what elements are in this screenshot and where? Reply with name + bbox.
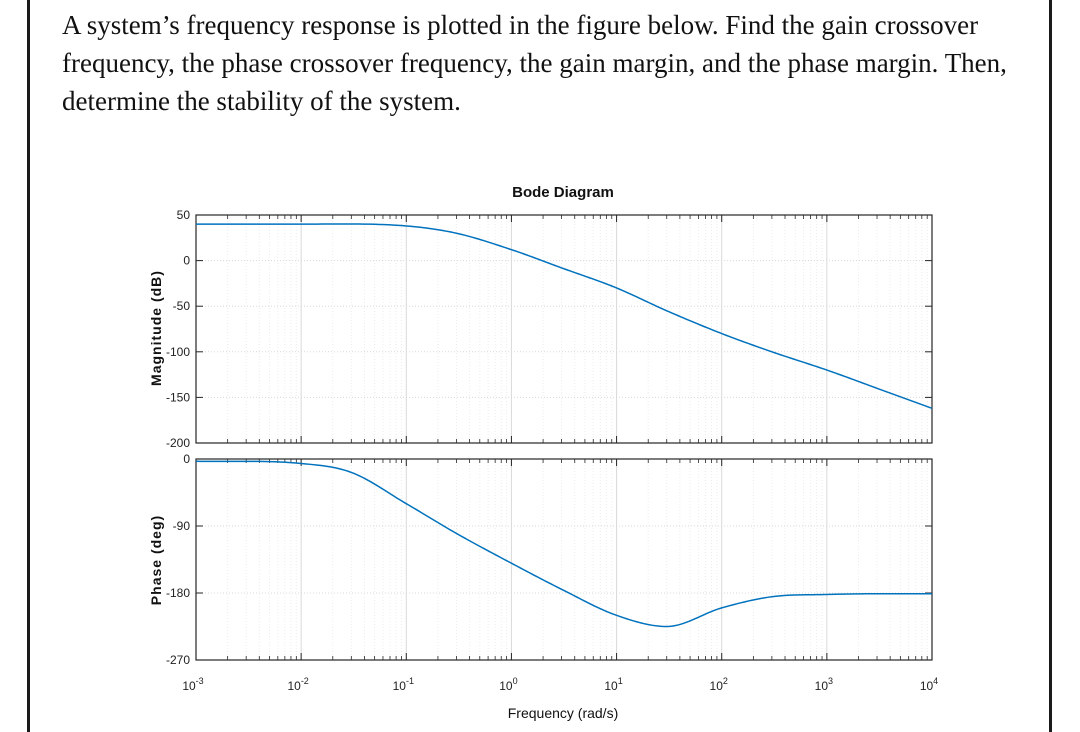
y-tick-label: -200: [166, 436, 190, 450]
x-tick-label: 101: [604, 676, 622, 693]
axes-box: [195, 214, 933, 444]
y-tick-label: -150: [166, 390, 190, 404]
axes-box: [195, 458, 933, 661]
y-tick-label: 50: [177, 208, 191, 222]
x-tick-label: 104: [920, 676, 938, 693]
right-border: [1049, 0, 1052, 732]
magnitude-panel: 50 0 -50 -100 -150 -200: [166, 208, 933, 450]
x-tick-label: 102: [710, 676, 728, 693]
magnitude-axis-label: Magnitude (dB): [148, 270, 164, 386]
x-tick-label: 100: [499, 676, 517, 693]
y-tick-label: -50: [173, 299, 191, 313]
x-tick-label: 10-1: [393, 676, 414, 693]
phase-panel: 0 -90 -180 -270: [166, 452, 933, 667]
x-tick-label: 10-2: [287, 676, 308, 693]
y-tick-label: -180: [166, 586, 190, 600]
left-border: [27, 0, 30, 732]
x-tick-label: 103: [815, 676, 833, 693]
x-axis-label: Frequency (rad/s): [508, 705, 618, 721]
y-tick-label: 0: [183, 254, 190, 268]
magnitude-curve: [196, 223, 933, 410]
y-tick-label: -100: [166, 345, 190, 359]
x-tick-label: 10-3: [182, 676, 203, 693]
chart-title: Bode Diagram: [512, 184, 614, 201]
y-tick-label: 0: [183, 452, 190, 466]
y-tick-label: -90: [173, 519, 191, 533]
y-tick-label: -270: [166, 653, 190, 667]
x-tick-labels: 10-3 10-2 10-1 100 101 102 103 104: [182, 676, 938, 693]
phase-axis-label: Phase (deg): [148, 515, 164, 605]
problem-statement: A system’s frequency response is plotted…: [62, 10, 1007, 116]
phase-curve: [195, 460, 932, 628]
